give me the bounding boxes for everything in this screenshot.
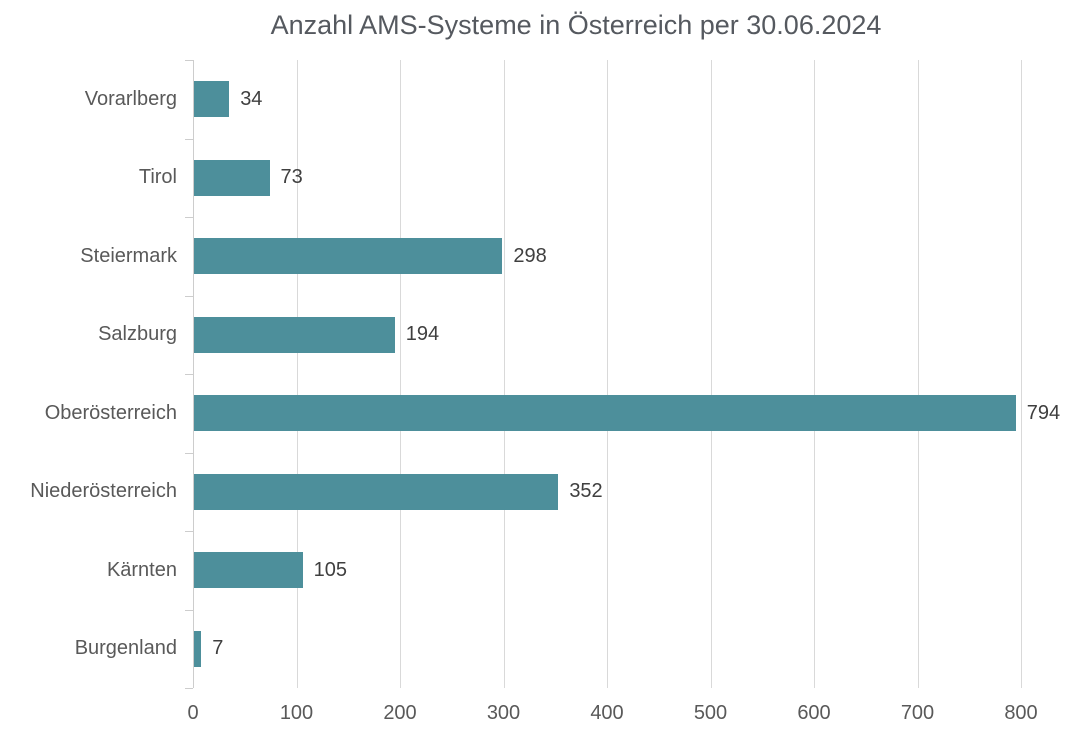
gridline (710, 60, 712, 688)
gridline (503, 60, 505, 688)
category-label: Burgenland (74, 637, 177, 660)
x-tick-label: 400 (590, 702, 624, 724)
y-axis-line (193, 60, 194, 688)
value-label: 194 (405, 323, 440, 346)
bar (194, 316, 395, 353)
x-tick-label: 0 (187, 702, 199, 724)
bar (194, 159, 270, 196)
value-label: 7 (212, 637, 224, 660)
category-label: Vorarlberg (84, 87, 177, 110)
bar (194, 630, 202, 667)
value-label: 105 (313, 558, 348, 581)
gridline (400, 60, 401, 688)
gridline (296, 60, 298, 688)
value-label: 352 (569, 480, 603, 503)
x-tick-label: 500 (693, 702, 728, 724)
x-tick-label: 200 (383, 702, 417, 724)
y-axis-tick (185, 688, 193, 689)
x-tick-label: 100 (279, 702, 314, 724)
value-label: 794 (1026, 401, 1061, 424)
y-axis-tick (185, 531, 193, 532)
category-label: Salzburg (98, 323, 177, 346)
y-axis-tick (185, 295, 193, 297)
value-label: 34 (240, 87, 263, 110)
bar (194, 238, 503, 275)
bar (194, 552, 303, 589)
x-tick-label: 300 (486, 702, 521, 724)
category-label: Tirol (138, 166, 177, 189)
gridline (607, 60, 608, 688)
y-axis-tick (185, 609, 193, 611)
bar (194, 473, 559, 510)
category-label: Niederösterreich (30, 480, 177, 503)
category-label: Steiermark (80, 244, 177, 267)
bar (194, 395, 1016, 432)
value-label: 298 (513, 244, 547, 267)
y-axis-tick (185, 138, 193, 140)
x-tick-label: 700 (900, 702, 935, 724)
y-axis-tick (185, 217, 193, 218)
gridline (814, 60, 815, 688)
category-label: Kärnten (106, 558, 177, 581)
chart-title: Anzahl AMS-Systeme in Österreich per 30.… (270, 10, 882, 40)
bar (194, 81, 230, 118)
value-label: 73 (280, 166, 303, 189)
x-tick-label: 600 (797, 702, 831, 724)
category-label: Oberösterreich (44, 401, 177, 424)
gridline (917, 60, 919, 688)
y-axis-tick (185, 374, 193, 375)
gridline (1021, 60, 1022, 688)
x-tick-label: 800 (1004, 702, 1038, 724)
y-axis-tick (185, 452, 193, 454)
y-axis-tick (185, 60, 193, 61)
